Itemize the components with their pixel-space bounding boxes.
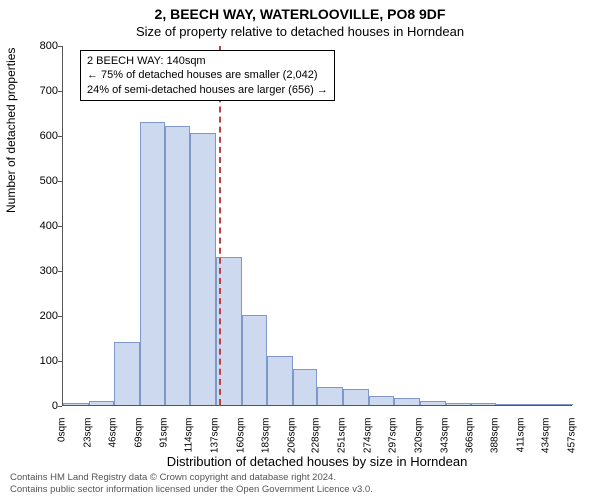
y-tick-label: 400 — [18, 220, 58, 232]
y-axis-label: Number of detached properties — [4, 48, 18, 213]
histogram-bar — [496, 404, 522, 405]
y-tick-label: 800 — [18, 40, 58, 52]
histogram-bar — [293, 369, 318, 405]
histogram-bar — [446, 403, 472, 405]
y-tick-mark — [58, 316, 62, 317]
histogram-bar — [267, 356, 293, 406]
y-tick-mark — [58, 46, 62, 47]
chart-title-main: 2, BEECH WAY, WATERLOOVILLE, PO8 9DF — [0, 6, 600, 22]
histogram-bar — [420, 401, 446, 406]
y-tick-label: 300 — [18, 265, 58, 277]
x-axis-label: Distribution of detached houses by size … — [62, 454, 572, 469]
footer-line-2: Contains public sector information licen… — [10, 484, 373, 496]
histogram-bar — [89, 401, 115, 406]
y-tick-label: 500 — [18, 175, 58, 187]
y-tick-mark — [58, 361, 62, 362]
histogram-bar — [369, 396, 395, 405]
footer-attribution: Contains HM Land Registry data © Crown c… — [10, 472, 373, 496]
y-tick-label: 100 — [18, 355, 58, 367]
y-tick-mark — [58, 406, 62, 407]
histogram-bar — [522, 404, 548, 405]
y-tick-mark — [58, 181, 62, 182]
histogram-bar — [317, 387, 343, 405]
histogram-bar — [114, 342, 140, 405]
histogram-bar — [242, 315, 268, 405]
y-tick-label: 700 — [18, 85, 58, 97]
y-tick-label: 0 — [18, 400, 58, 412]
annotation-line-2: ← 75% of detached houses are smaller (2,… — [87, 68, 328, 82]
histogram-bar — [165, 126, 191, 405]
y-tick-mark — [58, 271, 62, 272]
annotation-line-1: 2 BEECH WAY: 140sqm — [87, 54, 328, 68]
histogram-bar — [343, 389, 369, 405]
annotation-box: 2 BEECH WAY: 140sqm ← 75% of detached ho… — [80, 50, 335, 101]
footer-line-1: Contains HM Land Registry data © Crown c… — [10, 472, 373, 484]
chart-stage: 2, BEECH WAY, WATERLOOVILLE, PO8 9DF Siz… — [0, 0, 600, 500]
histogram-bar — [190, 133, 216, 405]
y-tick-mark — [58, 226, 62, 227]
y-tick-mark — [58, 136, 62, 137]
y-tick-label: 600 — [18, 130, 58, 142]
histogram-bar — [394, 398, 420, 405]
histogram-bar — [63, 403, 89, 405]
annotation-line-3: 24% of semi-detached houses are larger (… — [87, 83, 328, 97]
histogram-bar — [547, 404, 573, 405]
y-tick-mark — [58, 91, 62, 92]
histogram-bar — [140, 122, 165, 406]
y-tick-label: 200 — [18, 310, 58, 322]
chart-title-sub: Size of property relative to detached ho… — [0, 24, 600, 39]
histogram-bar — [471, 403, 496, 405]
